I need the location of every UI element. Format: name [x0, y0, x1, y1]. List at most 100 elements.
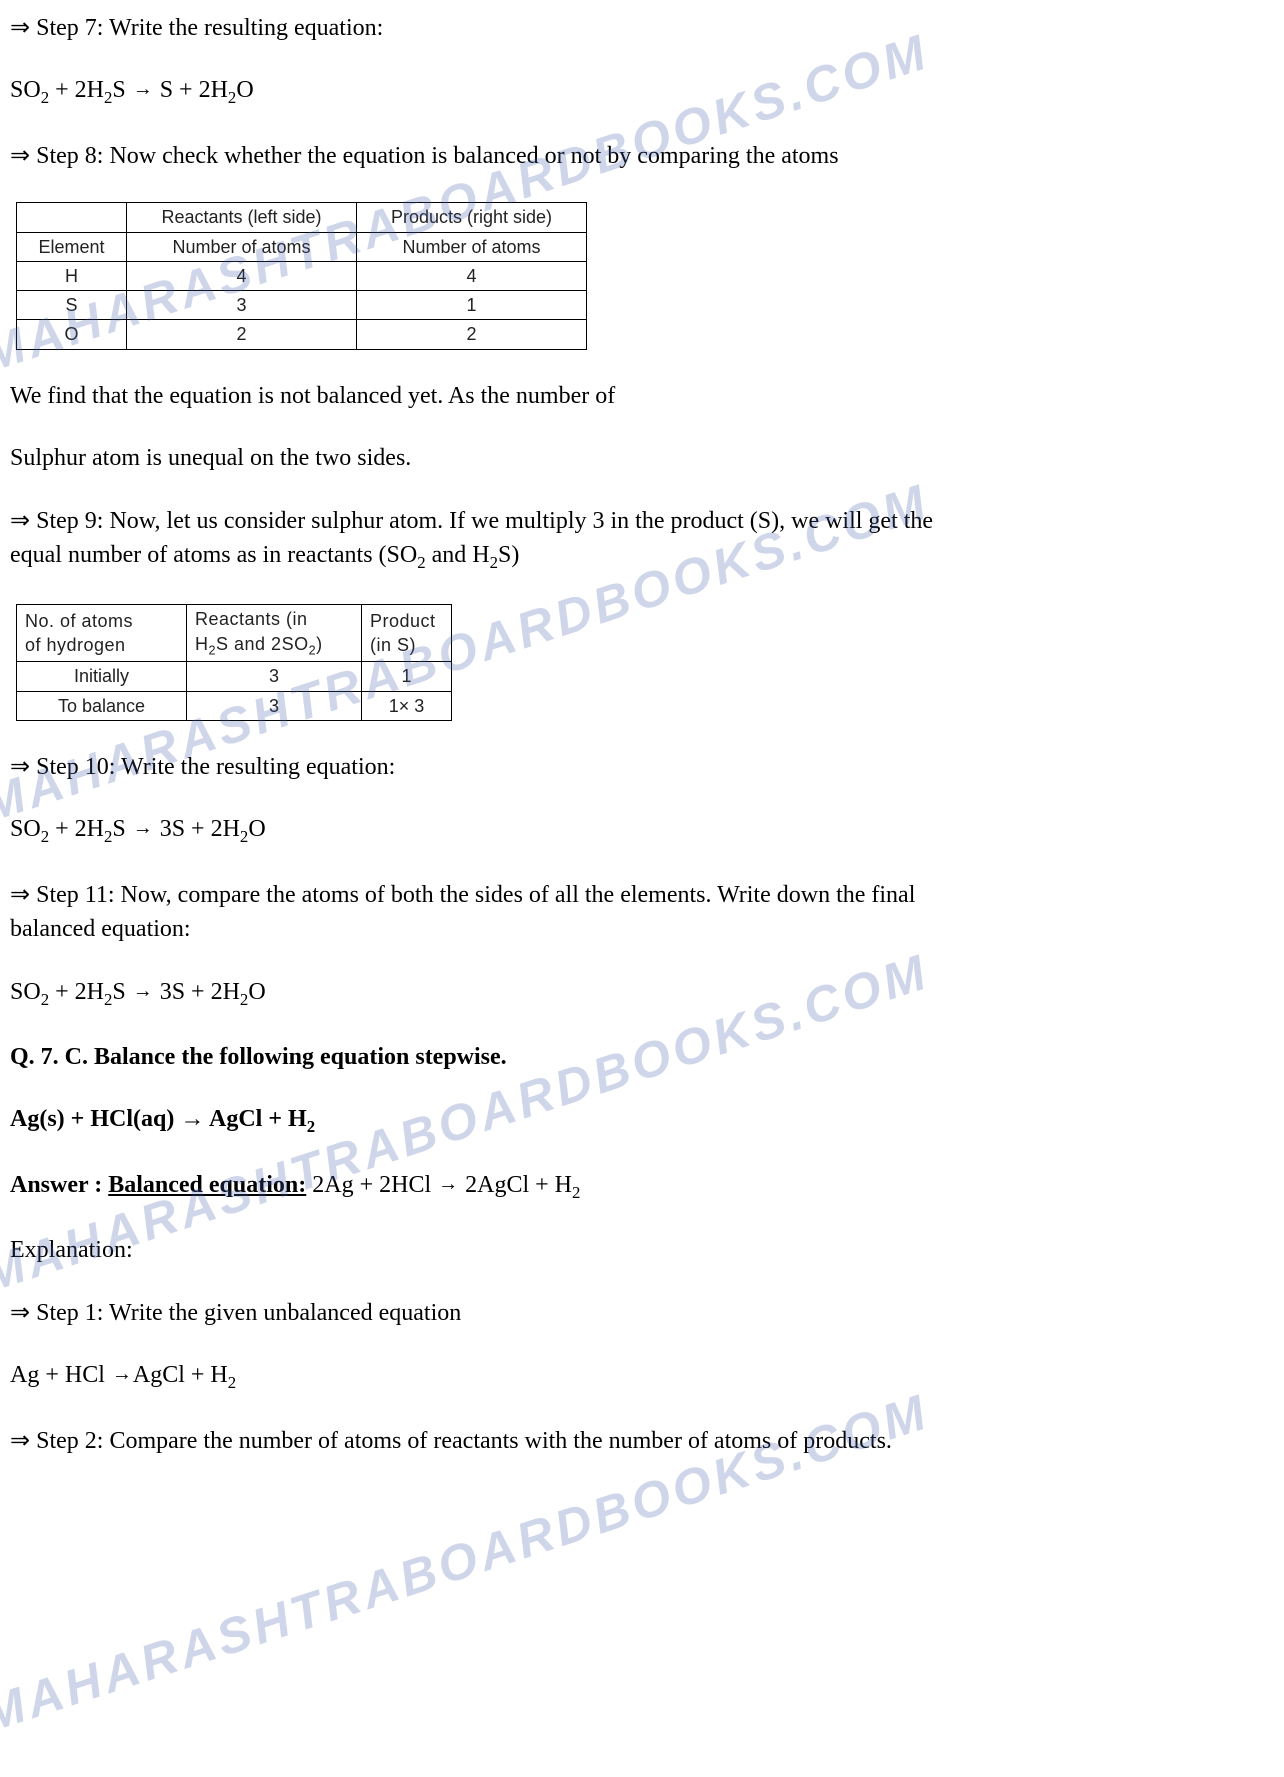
table-cell: Product (in S) — [362, 605, 452, 662]
eq-text: Ag + HCl — [10, 1362, 111, 1388]
table-cell: Reactants (in H2S and 2SO2) — [187, 605, 362, 662]
eq-sub: 2 — [41, 827, 49, 846]
table-cell: 1 — [362, 662, 452, 691]
step9-label-a: ⇒ Step 9: Now, let us consider sulphur a… — [10, 505, 1274, 537]
text: and H — [426, 542, 490, 568]
step2-label: ⇒ Step 2: Compare the number of atoms of… — [10, 1425, 1274, 1457]
equation-step1: Ag + HCl →AgCl + H2 — [10, 1359, 1274, 1394]
text: Product — [370, 611, 436, 631]
table-cell: Products (right side) — [357, 203, 587, 232]
equation-step10: SO2 + 2H2S → 3S + 2H2O — [10, 813, 1274, 848]
eq-text: AgCl + H — [133, 1362, 228, 1388]
balanced-equation-label: Balanced equation: — [108, 1172, 306, 1198]
sub: 2 — [309, 643, 317, 657]
eq-text: 3S + 2H — [154, 816, 240, 842]
eq-text: + 2H — [49, 979, 104, 1005]
eq-text: SO — [10, 77, 41, 103]
table-cell: 2 — [127, 320, 357, 349]
table-cell — [17, 203, 127, 232]
table-cell: Element — [17, 232, 127, 261]
step11-label-a: ⇒ Step 11: Now, compare the atoms of bot… — [10, 879, 1274, 911]
table-cell: 1 — [357, 291, 587, 320]
eq-sub: 2 — [41, 88, 49, 107]
eq-text: O — [236, 77, 253, 103]
text: H — [195, 634, 209, 654]
table-row: Reactants (left side) Products (right si… — [17, 203, 587, 232]
text: Reactants (in — [195, 609, 308, 629]
table-cell: 3 — [187, 691, 362, 720]
atoms-table-1: Reactants (left side) Products (right si… — [16, 202, 587, 349]
eq-sub: 2 — [307, 1117, 315, 1136]
after-table1-line2: Sulphur atom is unequal on the two sides… — [10, 442, 1274, 474]
table-cell: No. of atoms of hydrogen — [17, 605, 187, 662]
reaction-arrow-icon: → — [132, 815, 154, 842]
eq-text: SO — [10, 979, 41, 1005]
answer-line: Answer : Balanced equation: 2Ag + 2HCl →… — [10, 1169, 1274, 1204]
table-row: S 3 1 — [17, 291, 587, 320]
atoms-table-2: No. of atoms of hydrogen Reactants (in H… — [16, 604, 452, 720]
equation-step11: SO2 + 2H2S → 3S + 2H2O — [10, 976, 1274, 1011]
table-cell: Reactants (left side) — [127, 203, 357, 232]
q7c-equation: Ag(s) + HCl(aq) → AgCl + H2 — [10, 1103, 1274, 1138]
eq-text: S — [112, 979, 131, 1005]
q7c-heading: Q. 7. C. Balance the following equation … — [10, 1041, 1274, 1073]
table-cell: Number of atoms — [357, 232, 587, 261]
step10-label: ⇒ Step 10: Write the resulting equation: — [10, 751, 1274, 783]
step7-label: ⇒ Step 7: Write the resulting equation: — [10, 12, 1274, 44]
eq-text: SO — [10, 816, 41, 842]
explanation-label: Explanation: — [10, 1234, 1274, 1266]
reaction-arrow-icon: → — [132, 978, 154, 1005]
step1-label: ⇒ Step 1: Write the given unbalanced equ… — [10, 1297, 1274, 1329]
table-row: H 4 4 — [17, 261, 587, 290]
eq-text: Ag(s) + HCl(aq) → AgCl + H — [10, 1106, 307, 1132]
eq-text: 2Ag + 2HCl — [306, 1172, 437, 1198]
reaction-arrow-icon: → — [132, 76, 154, 103]
table-row: To balance 3 1× 3 — [17, 691, 452, 720]
eq-text: O — [248, 979, 265, 1005]
reaction-arrow-icon: → — [111, 1361, 133, 1388]
table-row: O 2 2 — [17, 320, 587, 349]
eq-text: S — [112, 77, 131, 103]
answer-label: Answer : — [10, 1172, 108, 1198]
reaction-arrow-icon: → — [437, 1171, 459, 1198]
table-cell: H — [17, 261, 127, 290]
text: ) — [316, 634, 323, 654]
eq-text: S + 2H — [154, 77, 228, 103]
text: (in S) — [370, 635, 416, 655]
text: equal number of atoms as in reactants (S… — [10, 542, 417, 568]
table-cell: To balance — [17, 691, 187, 720]
table-cell: Number of atoms — [127, 232, 357, 261]
step9-label-b: equal number of atoms as in reactants (S… — [10, 539, 1274, 574]
eq-sub: 2 — [572, 1183, 580, 1202]
table-cell: 1× 3 — [362, 691, 452, 720]
eq-text: 2AgCl + H — [459, 1172, 572, 1198]
step8-label: ⇒ Step 8: Now check whether the equation… — [10, 140, 1274, 172]
eq-text: S — [112, 816, 131, 842]
equation-step7: SO2 + 2H2S → S + 2H2O — [10, 74, 1274, 109]
eq-sub: 2 — [41, 989, 49, 1008]
eq-text: O — [248, 816, 265, 842]
table-cell: O — [17, 320, 127, 349]
text: S and 2SO — [216, 634, 309, 654]
table-cell: 2 — [357, 320, 587, 349]
table-cell: 4 — [127, 261, 357, 290]
table-cell: 3 — [187, 662, 362, 691]
table-row: No. of atoms of hydrogen Reactants (in H… — [17, 605, 452, 662]
eq-sub: 2 — [228, 1373, 236, 1392]
eq-text: 3S + 2H — [154, 979, 240, 1005]
text: of hydrogen — [25, 635, 126, 655]
text: No. of atoms — [25, 611, 133, 631]
sub: 2 — [490, 553, 498, 572]
table-row: Element Number of atoms Number of atoms — [17, 232, 587, 261]
table-cell: 4 — [357, 261, 587, 290]
step11-label-b: balanced equation: — [10, 913, 1274, 945]
table-cell: Initially — [17, 662, 187, 691]
eq-text: + 2H — [49, 816, 104, 842]
table-cell: S — [17, 291, 127, 320]
text: S) — [498, 542, 519, 568]
sub: 2 — [417, 553, 425, 572]
after-table1-line1: We find that the equation is not balance… — [10, 380, 1274, 412]
eq-text: + 2H — [49, 77, 104, 103]
sub: 2 — [209, 643, 217, 657]
table-row: Initially 3 1 — [17, 662, 452, 691]
